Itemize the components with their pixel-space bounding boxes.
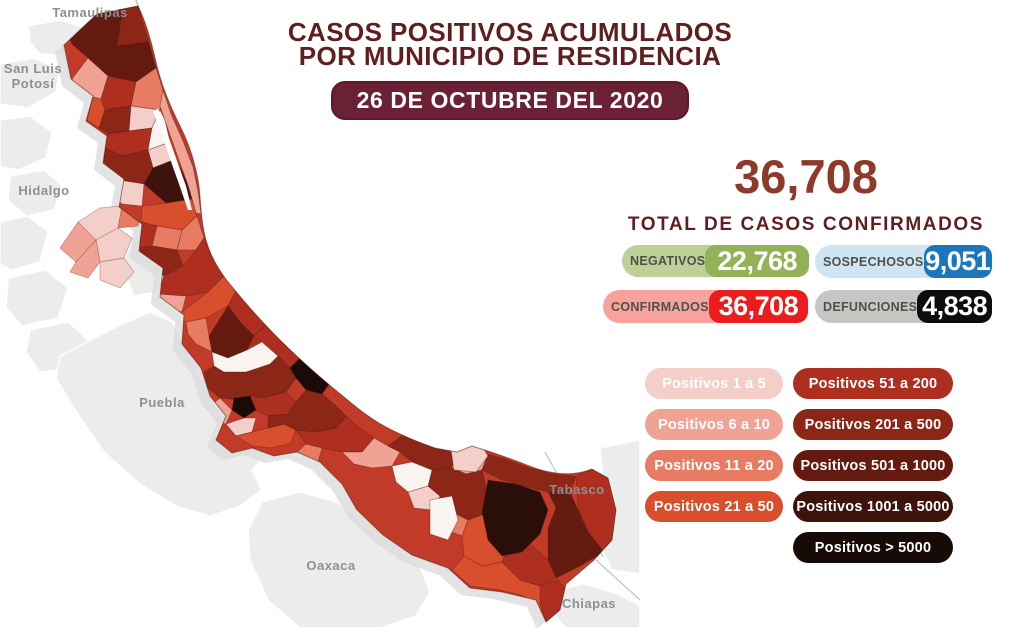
legend-pill-1-5: Positivos 1 a 5 — [645, 368, 783, 399]
legend-pill-21-50: Positivos 21 a 50 — [645, 491, 783, 522]
legend-pill-1001-5000: Positivos 1001 a 5000 — [793, 491, 953, 522]
west-lobe-municipalities — [59, 205, 143, 289]
page-title-line2: POR MUNICIPIO DE RESIDENCIA — [298, 41, 722, 71]
badge-defunciones: DEFUNCIONES 4,838 — [815, 290, 992, 323]
total-confirmed-value: 36,708 — [734, 150, 878, 203]
legend-pill-51-200: Positivos 51 a 200 — [793, 368, 953, 399]
region-label-tabasco: Tabasco — [549, 482, 605, 497]
badge-defunciones-label: DEFUNCIONES — [823, 299, 918, 314]
header: CASOS POSITIVOS ACUMULADOS POR MUNICIPIO… — [280, 17, 740, 120]
badge-defunciones-value: 4,838 — [917, 290, 992, 323]
badge-sospechosos-label: SOSPECHOSOS — [823, 254, 924, 269]
badge-negativos-label: NEGATIVOS — [630, 254, 706, 268]
legend-pill-501-1000: Positivos 501 a 1000 — [793, 450, 953, 481]
region-label-hidalgo: Hidalgo — [18, 183, 70, 198]
badge-sospechosos-value: 9,051 — [923, 245, 992, 278]
legend-pill-6-10: Positivos 6 a 10 — [645, 409, 783, 440]
state-outline — [63, 5, 617, 623]
legend-pill-201-500: Positivos 201 a 500 — [793, 409, 953, 440]
badge-negativos: NEGATIVOS 22,768 — [622, 245, 809, 277]
badge-sospechosos: SOSPECHOSOS 9,051 — [815, 245, 992, 278]
badge-confirmados: CONFIRMADOS 36,708 — [603, 290, 808, 323]
legend-pill-over-5000: Positivos > 5000 — [793, 532, 953, 563]
page-title: CASOS POSITIVOS ACUMULADOS POR MUNICIPIO… — [280, 17, 740, 71]
region-label-san-luis-potosi: San Luis Potosí — [3, 61, 63, 91]
badge-confirmados-label: CONFIRMADOS — [611, 299, 709, 314]
totals-block: 36,708 TOTAL DE CASOS CONFIRMADOS — [625, 149, 987, 236]
badge-negativos-value: 22,768 — [705, 245, 809, 277]
legend-pill-11-20: Positivos 11 a 20 — [645, 450, 783, 481]
badge-confirmados-value: 36,708 — [708, 290, 808, 323]
region-label-puebla: Puebla — [139, 395, 185, 410]
total-confirmed-label: TOTAL DE CASOS CONFIRMADOS — [627, 214, 985, 235]
date-banner: 26 DE OCTUBRE DEL 2020 — [330, 81, 690, 120]
region-label-oaxaca: Oaxaca — [306, 558, 356, 573]
region-label-tamaulipas: Tamaulipas — [52, 5, 128, 20]
region-label-chiapas: Chiapas — [561, 596, 617, 611]
neighbor-states — [0, 19, 640, 628]
page-title-line1: CASOS POSITIVOS ACUMULADOS — [287, 17, 733, 47]
